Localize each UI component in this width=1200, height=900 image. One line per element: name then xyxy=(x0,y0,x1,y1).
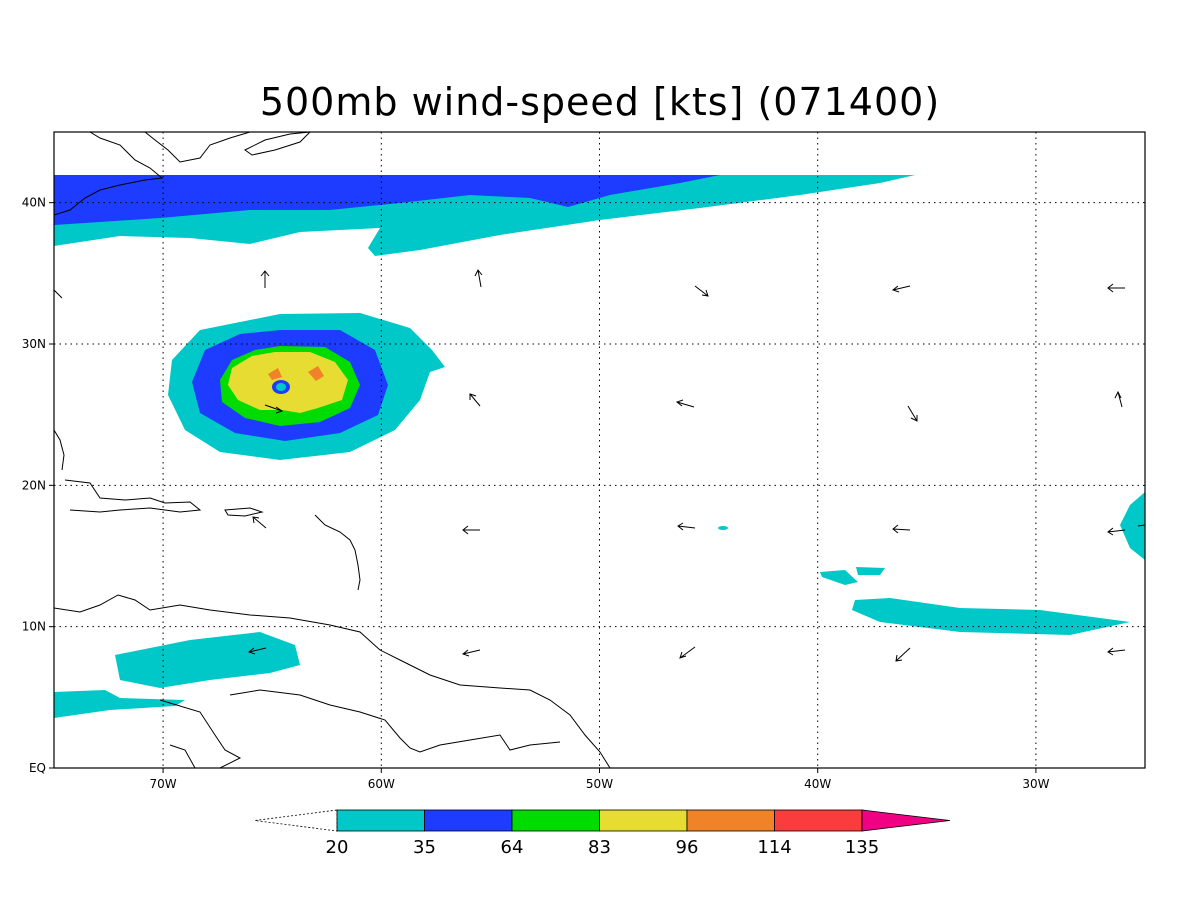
band-east-patch-a xyxy=(820,570,858,585)
colorbar-under-arrow xyxy=(254,809,338,832)
coast-south-america xyxy=(54,594,611,768)
wind-vector xyxy=(895,647,911,662)
x-tick-label: 50W xyxy=(586,777,613,791)
map-title: 500mb wind-speed [kts] (071400) xyxy=(259,80,941,124)
coast-cuba-hispaniola xyxy=(64,479,202,513)
colorbar-level-label: 64 xyxy=(501,837,524,858)
wind-vector xyxy=(679,646,696,659)
y-tick-label: 10N xyxy=(22,620,46,634)
wind-vector xyxy=(677,522,696,531)
wind-vector xyxy=(907,405,918,422)
colorbar-level-label: 83 xyxy=(588,837,611,858)
storm-patch-96kt-b xyxy=(268,368,282,380)
colorbar-over-arrow xyxy=(861,809,951,832)
wind-vector xyxy=(892,524,911,534)
colorbar-segment xyxy=(511,809,600,832)
band-east-edge xyxy=(1120,492,1145,560)
storm-patch-96kt-a xyxy=(308,366,324,381)
wind-vector xyxy=(1137,524,1145,527)
band-east-atlantic xyxy=(852,598,1130,635)
y-tick-label: EQ xyxy=(29,761,46,775)
grid-lines xyxy=(54,132,1145,768)
colorbar-segment xyxy=(336,809,425,832)
wind-vector xyxy=(462,525,480,535)
coast-north-america xyxy=(54,132,251,216)
storm-eye xyxy=(276,383,286,391)
colorbar-level-label: 96 xyxy=(676,837,699,858)
wind-vector xyxy=(474,269,483,288)
y-tick-label: 30N xyxy=(22,337,46,351)
colorbar-level-label: 114 xyxy=(757,837,791,858)
wind-vector xyxy=(891,285,911,293)
wind-vector xyxy=(1107,283,1125,293)
x-tick-label: 30W xyxy=(1022,777,1049,791)
coast-venezuela-interior xyxy=(229,689,561,753)
coast-puerto-rico xyxy=(224,507,264,517)
coast-colombia xyxy=(159,699,242,768)
wind-vectors xyxy=(54,269,1145,662)
wind-vector xyxy=(247,647,267,655)
coastlines xyxy=(54,132,611,768)
wind-speed-shading xyxy=(54,175,1145,718)
wind-vector xyxy=(1114,390,1123,408)
wind-vector xyxy=(54,289,63,299)
wind-vector xyxy=(675,399,695,408)
colorbar-level-label: 35 xyxy=(413,837,436,858)
coast-florida-keys xyxy=(54,429,65,471)
wind-vector xyxy=(260,270,270,288)
colorbar-level-label: 20 xyxy=(326,837,349,858)
colorbar-segment xyxy=(686,809,775,832)
coast-lesser-antilles xyxy=(314,514,361,591)
band-south-america-west xyxy=(54,690,185,718)
axis-ticks: 70W 60W 50W 40W 30W EQ 10N 20N 30N 40N xyxy=(22,196,1050,791)
colorbar: 20 35 64 83 96 114 135 xyxy=(254,809,951,858)
y-tick-label: 40N xyxy=(22,196,46,210)
colorbar-segment xyxy=(774,809,863,832)
colorbar-segment xyxy=(599,809,688,832)
wind-vector xyxy=(1107,527,1126,536)
y-tick-label: 20N xyxy=(22,478,46,492)
x-tick-label: 60W xyxy=(368,777,395,791)
x-tick-label: 70W xyxy=(150,777,177,791)
plot-frame xyxy=(53,131,1146,769)
jet-band-35kt xyxy=(54,175,720,225)
band-east-speck xyxy=(718,526,728,530)
x-tick-label: 40W xyxy=(804,777,831,791)
band-east-patch-b xyxy=(856,567,885,575)
coast-nova-scotia xyxy=(244,132,311,156)
wind-vector xyxy=(694,285,709,297)
band-south-america-north xyxy=(115,632,300,688)
wind-vector xyxy=(1107,647,1126,656)
wind-vector xyxy=(461,649,481,657)
colorbar-level-label: 135 xyxy=(845,837,879,858)
wind-vector xyxy=(252,516,267,529)
wind-vector xyxy=(264,404,284,414)
colorbar-segment xyxy=(424,809,513,832)
wind-vector xyxy=(469,393,481,407)
